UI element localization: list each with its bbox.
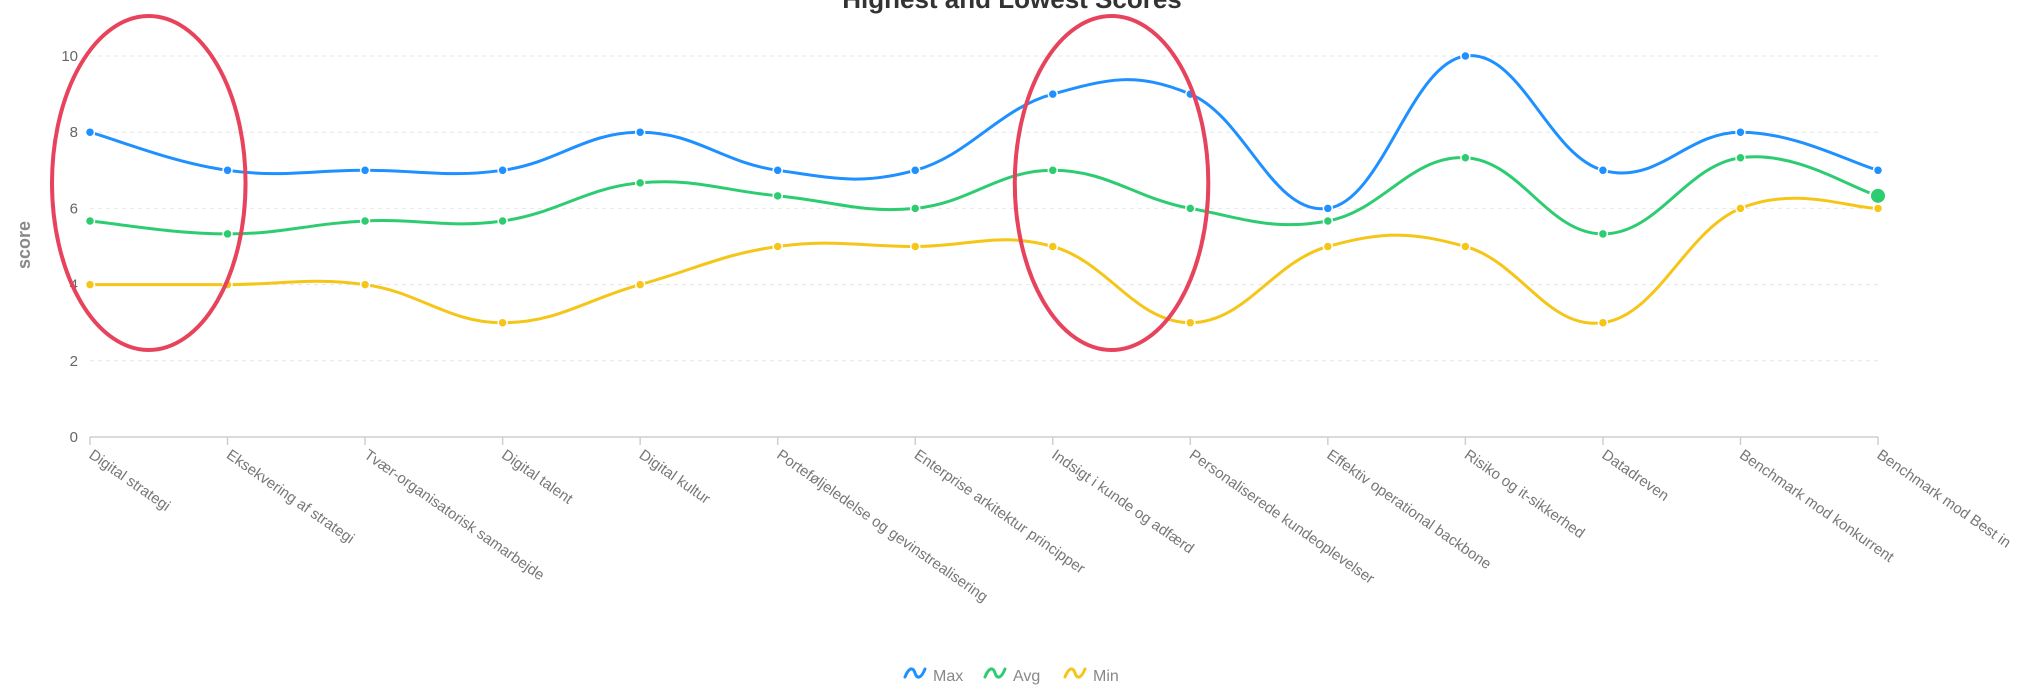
legend-swatch-icon <box>1063 667 1087 679</box>
x-tick-label: Benchmark mod konkurrent <box>1736 446 1897 566</box>
series-line-min <box>89 196 1879 325</box>
data-point-max[interactable] <box>1047 88 1059 100</box>
data-point-max[interactable] <box>909 165 921 176</box>
data-point-max[interactable] <box>222 165 233 176</box>
data-point-max[interactable] <box>1322 203 1334 214</box>
x-tick-label: Digital talent <box>498 446 576 508</box>
x-tick-label: Eksekvering af strategi <box>223 446 357 547</box>
x-tick-label: Risiko og it-sikkerhed <box>1461 446 1588 542</box>
data-point-avg[interactable] <box>1735 152 1746 163</box>
data-point-avg[interactable] <box>772 190 783 202</box>
x-tick-label: Digital strategi <box>86 446 174 514</box>
data-point-min[interactable] <box>1460 241 1471 252</box>
y-tick-label: 10 <box>61 48 78 65</box>
legend-item-avg[interactable]: Avg <box>983 667 1040 685</box>
data-point-avg[interactable] <box>634 177 646 189</box>
data-point-avg[interactable] <box>1597 228 1609 240</box>
data-point-avg[interactable] <box>1460 152 1471 163</box>
data-point-avg[interactable] <box>1047 165 1059 176</box>
data-point-min[interactable] <box>1872 203 1884 214</box>
y-tick-label: 0 <box>70 429 78 446</box>
annotation-layer <box>49 14 1211 352</box>
data-point-min[interactable] <box>1185 317 1196 328</box>
legend-label: Max <box>933 668 963 685</box>
legend-label: Avg <box>1013 668 1040 685</box>
x-tick-label: Porteføljeledelse og gevinstrealisering <box>773 446 990 605</box>
legend-item-min[interactable]: Min <box>1063 667 1119 685</box>
data-point-max[interactable] <box>1460 50 1471 62</box>
y-axis-label: score <box>14 221 34 269</box>
data-point-min[interactable] <box>909 241 921 252</box>
data-point-min[interactable] <box>84 279 96 290</box>
data-point-avg[interactable] <box>1322 215 1334 227</box>
x-tick-label: Indsigt i kunde og adfærd <box>1048 446 1196 557</box>
series-line-max <box>89 54 1879 211</box>
legend-item-max[interactable]: Max <box>903 667 963 685</box>
data-point-max[interactable] <box>84 126 96 138</box>
data-point-max[interactable] <box>1597 165 1609 176</box>
data-point-avg[interactable] <box>1185 203 1196 214</box>
data-point-max[interactable] <box>359 165 371 176</box>
highlight-ellipse <box>1012 14 1211 352</box>
data-point-avg[interactable] <box>497 215 508 227</box>
series-layer <box>84 50 1887 328</box>
legend-swatch-icon <box>983 667 1007 679</box>
x-tick-label: Benchmark mod Best in <box>1874 446 2014 551</box>
data-point-avg[interactable] <box>222 228 233 240</box>
legend-label: Min <box>1093 668 1119 685</box>
data-point-max[interactable] <box>497 165 508 176</box>
grid-layer <box>90 55 1878 362</box>
data-point-avg[interactable] <box>1869 186 1887 205</box>
y-tick-label: 6 <box>70 200 78 217</box>
data-point-max[interactable] <box>1872 165 1884 176</box>
data-point-min[interactable] <box>1047 241 1059 252</box>
data-point-min[interactable] <box>772 241 783 252</box>
data-point-min[interactable] <box>634 279 646 290</box>
data-point-min[interactable] <box>497 317 508 328</box>
x-tick-label: Digital kultur <box>636 446 713 507</box>
data-point-max[interactable] <box>1735 126 1746 138</box>
chart-title: Highest and Lowest Scores <box>842 0 1182 14</box>
data-point-avg[interactable] <box>359 215 371 227</box>
data-point-avg[interactable] <box>84 215 96 227</box>
data-point-min[interactable] <box>1597 317 1609 328</box>
y-tick-label: 8 <box>70 124 78 141</box>
data-point-max[interactable] <box>634 126 646 138</box>
legend-swatch-icon <box>903 667 927 679</box>
series-line-avg <box>89 155 1879 236</box>
data-point-max[interactable] <box>772 165 783 176</box>
highlight-ellipse <box>49 14 248 352</box>
legend[interactable]: Max Avg Min <box>903 667 1119 685</box>
data-point-min[interactable] <box>359 279 371 290</box>
y-tick-label: 2 <box>70 353 78 370</box>
data-point-avg[interactable] <box>909 203 921 214</box>
data-point-min[interactable] <box>1322 241 1334 252</box>
data-point-min[interactable] <box>1735 203 1746 214</box>
x-tick-label: Datadreven <box>1599 446 1672 504</box>
